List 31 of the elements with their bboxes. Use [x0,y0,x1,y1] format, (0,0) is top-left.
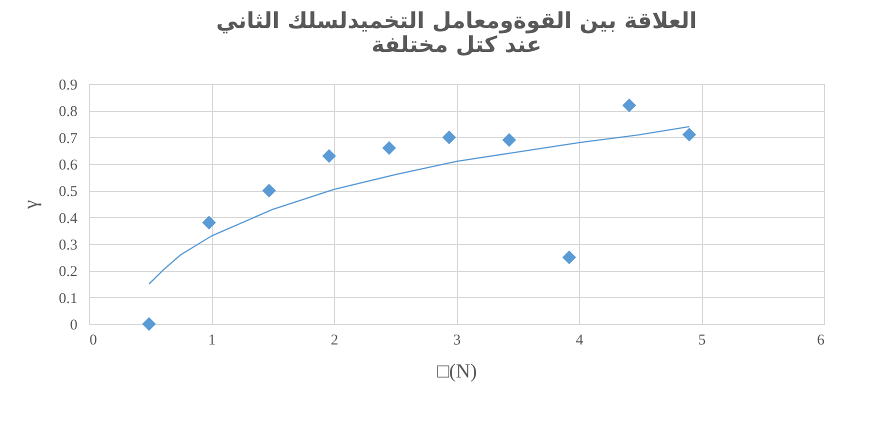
y-tick-label: 0.3 [58,238,78,254]
x-tick-label: 1 [208,332,216,348]
point [562,250,576,264]
point [502,133,516,147]
point [262,184,276,198]
y-tick-label: 0.5 [58,184,78,200]
text: عند كتل مختلفة [371,33,542,58]
y-tick-label: 0.1 [58,290,78,307]
y-tick-label: 0.9 [58,78,78,94]
point [622,98,636,112]
x-tick-label: 2 [330,332,338,348]
point [322,149,336,163]
y-tick-label: 0.2 [58,264,78,280]
y-tick-label: 0 [70,318,78,334]
x-tick-label: 3 [453,332,461,348]
y-tick-label: 0.7 [58,130,78,147]
y-tick-label: 0.6 [58,158,78,174]
x-tick-label: 6 [817,332,825,348]
x-axis-title: □(N) [437,360,477,382]
x-tick-label: 4 [576,332,584,348]
x-tick-label: 5 [698,332,706,348]
point [682,128,696,142]
y-axis-title: γ [20,200,42,210]
x-tick-label: 0 [90,332,97,348]
point [142,317,156,331]
y-tick-label: 0.4 [58,210,78,227]
point [202,216,216,230]
text: العلاقة بين القوةومعامل التخميدلسلك الثاني [216,9,697,34]
point [382,141,396,155]
y-tick-label: 0.8 [58,104,78,120]
point [442,130,456,144]
